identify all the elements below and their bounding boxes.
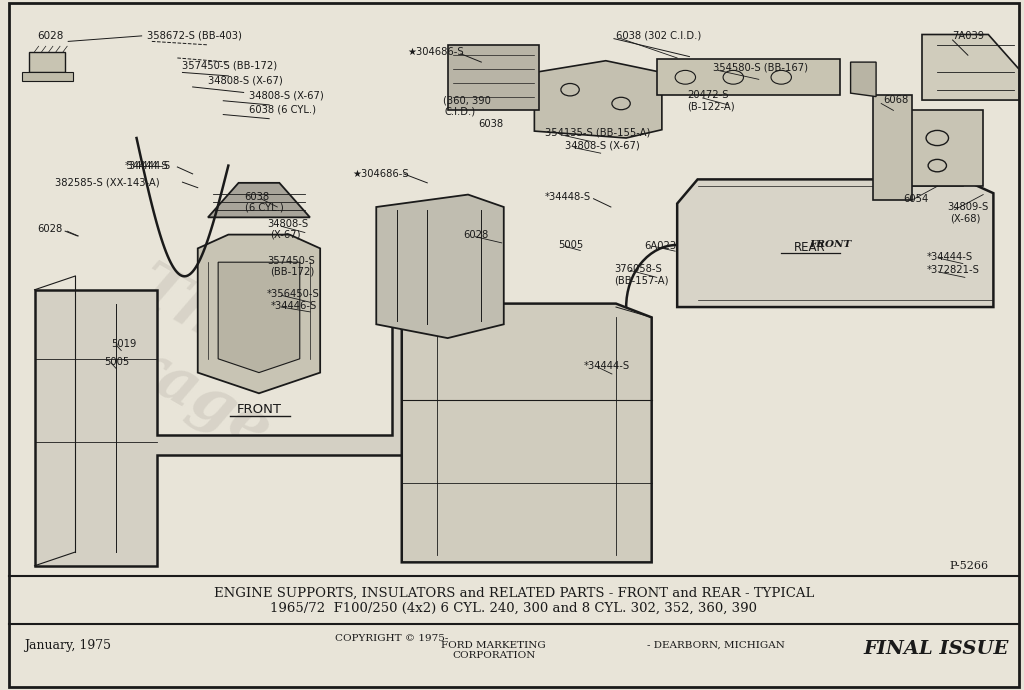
Text: *34444-S: *34444-S (927, 252, 973, 262)
Text: 34808-S (X-67): 34808-S (X-67) (249, 90, 324, 100)
Text: (X-68): (X-68) (950, 213, 981, 223)
Text: COPYRIGHT © 1975-: COPYRIGHT © 1975- (335, 633, 449, 643)
Text: 6038 (6 CYL.): 6038 (6 CYL.) (249, 104, 315, 114)
Polygon shape (677, 179, 993, 307)
Text: (BB-172): (BB-172) (270, 267, 314, 277)
Polygon shape (447, 45, 540, 110)
Text: 1965/72  F100/250 (4x2) 6 CYL. 240, 300 and 8 CYL. 302, 352, 360, 390: 1965/72 F100/250 (4x2) 6 CYL. 240, 300 a… (270, 602, 758, 615)
Polygon shape (218, 262, 300, 373)
Text: *356450-S: *356450-S (267, 289, 319, 299)
Polygon shape (922, 34, 1019, 100)
Text: (BB-157-A): (BB-157-A) (614, 275, 669, 285)
Text: (B-122-A): (B-122-A) (687, 102, 735, 112)
Text: *34444-S: *34444-S (124, 161, 170, 170)
Polygon shape (851, 62, 877, 97)
Text: 34808-S: 34808-S (267, 219, 308, 228)
Text: 7A039: 7A039 (952, 31, 985, 41)
Text: 382585-S (XX-143-A): 382585-S (XX-143-A) (55, 177, 160, 187)
Text: CORPORATION: CORPORATION (452, 651, 536, 660)
Text: 6038 (302 C.I.D.): 6038 (302 C.I.D.) (616, 31, 701, 41)
Polygon shape (656, 59, 841, 95)
Text: 354135-S (BB-155-A): 354135-S (BB-155-A) (545, 128, 650, 137)
Text: 6028: 6028 (38, 31, 63, 41)
Text: FRONT: FRONT (237, 404, 282, 416)
Text: 5005: 5005 (558, 240, 583, 250)
Text: 376058-S: 376058-S (614, 264, 662, 274)
Text: 34809-S: 34809-S (947, 202, 989, 212)
Polygon shape (535, 61, 662, 138)
Polygon shape (873, 95, 911, 200)
Text: 6068: 6068 (884, 95, 908, 105)
Text: 6038: 6038 (245, 192, 269, 201)
Text: The
Garage: The Garage (39, 227, 316, 463)
Text: 357450-S: 357450-S (267, 256, 314, 266)
Text: P-5266: P-5266 (949, 561, 988, 571)
Polygon shape (35, 290, 442, 566)
Polygon shape (208, 183, 310, 217)
Text: REAR: REAR (794, 241, 825, 253)
Text: 358672-S (BB-403): 358672-S (BB-403) (146, 31, 242, 41)
Polygon shape (376, 195, 504, 338)
Text: C.I.D.): C.I.D.) (444, 107, 476, 117)
Text: FRONT: FRONT (809, 240, 851, 250)
Text: *34444-S: *34444-S (584, 361, 630, 371)
Text: 5005: 5005 (103, 357, 129, 366)
Text: 357450-S (BB-172): 357450-S (BB-172) (182, 61, 278, 70)
Text: 6028: 6028 (38, 224, 62, 234)
Text: 6028: 6028 (463, 230, 488, 239)
Polygon shape (23, 72, 74, 81)
Text: (360, 390: (360, 390 (442, 95, 490, 105)
Text: 6054: 6054 (903, 194, 929, 204)
Text: *34448-S: *34448-S (545, 193, 591, 202)
Text: ENGINE SUPPORTS, INSULATORS and RELATED PARTS - FRONT and REAR - TYPICAL: ENGINE SUPPORTS, INSULATORS and RELATED … (214, 587, 814, 600)
Text: 20472-S: 20472-S (687, 90, 729, 100)
Text: *34446-S: *34446-S (270, 301, 316, 310)
Text: 34808-S (X-67): 34808-S (X-67) (208, 75, 283, 85)
Text: 6A023: 6A023 (644, 241, 677, 250)
Polygon shape (30, 52, 66, 72)
Polygon shape (892, 110, 983, 186)
Text: January, 1975: January, 1975 (25, 639, 112, 651)
Polygon shape (401, 304, 651, 562)
Text: 34808-S (X-67): 34808-S (X-67) (565, 141, 640, 150)
Text: 34444-S: 34444-S (124, 161, 168, 170)
Text: FINAL ISSUE: FINAL ISSUE (863, 640, 1009, 658)
Text: ★304686-S: ★304686-S (407, 48, 464, 57)
Text: - DEARBORN, MICHIGAN: - DEARBORN, MICHIGAN (646, 640, 784, 650)
Text: (X-67): (X-67) (270, 230, 301, 239)
Text: 5019: 5019 (111, 339, 136, 348)
Text: ★304686-S: ★304686-S (353, 169, 410, 179)
Text: 354580-S (BB-167): 354580-S (BB-167) (713, 63, 808, 72)
Text: FORD MARKETING: FORD MARKETING (441, 640, 546, 650)
Text: 6038: 6038 (478, 119, 504, 129)
Text: (6 CYL.): (6 CYL.) (245, 202, 284, 212)
Text: *372821-S: *372821-S (927, 266, 980, 275)
Polygon shape (198, 235, 321, 393)
